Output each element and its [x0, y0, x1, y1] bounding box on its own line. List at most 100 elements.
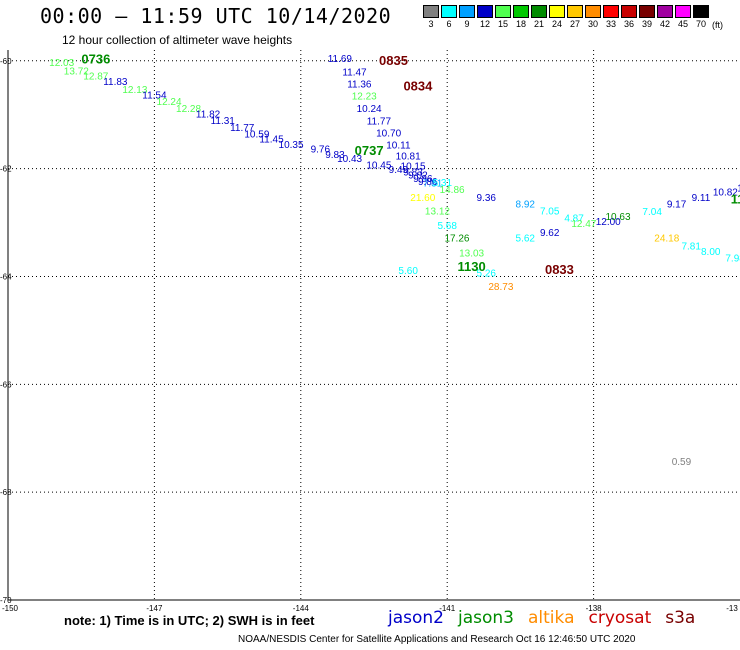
scale-bin: 21	[530, 5, 548, 30]
scale-label: 3	[428, 19, 434, 29]
wave-height-value: 10.81	[396, 151, 421, 162]
wave-height-value: 5.62	[516, 233, 536, 244]
wave-height-value: 13.03	[459, 249, 484, 260]
wave-height-value: 28.73	[488, 282, 513, 293]
scale-swatch	[459, 5, 475, 18]
wave-height-value: 7.04	[642, 207, 662, 218]
scale-swatch	[693, 5, 709, 18]
wave-height-value: 10.63	[605, 212, 630, 223]
satellite-altika: altika	[528, 608, 575, 628]
wave-height-value: 8.92	[516, 199, 536, 210]
wave-height-value: 12.87	[83, 72, 108, 83]
y-tick-label: -60	[0, 57, 12, 66]
wave-height-value: 10.10	[737, 183, 740, 194]
scale-bin: 42	[656, 5, 674, 30]
scale-label: 21	[533, 19, 544, 29]
scale-label: 12	[479, 19, 490, 29]
satellite-legend: jason2 jason3 altika cryosat s3a	[388, 608, 695, 628]
wave-height-value: 11.69	[328, 54, 353, 65]
wave-height-value: 4.87	[564, 213, 584, 224]
scale-swatch	[495, 5, 511, 18]
scale-bin: 33	[602, 5, 620, 30]
scale-swatch	[675, 5, 691, 18]
wave-height-value: 9.62	[540, 228, 560, 239]
x-tick-label: -138	[586, 604, 603, 613]
wave-height-value: 12.47	[571, 219, 596, 230]
wave-height-value: 12.13	[122, 85, 147, 96]
satellite-s3a: s3a	[665, 608, 696, 628]
wave-height-value: 11.36	[347, 80, 372, 91]
wave-height-value: 9.02	[408, 170, 428, 181]
wave-height-value: 13.12	[425, 206, 450, 217]
pass-time-label: 0835	[379, 53, 408, 68]
y-tick-label: -70	[0, 596, 12, 605]
x-tick-label: -13	[726, 604, 738, 613]
y-tick-label: -68	[0, 488, 12, 497]
pass-time-label: 1131	[731, 192, 740, 207]
wave-height-value: 11.47	[342, 67, 367, 78]
scale-label: 36	[623, 19, 634, 29]
wave-height-value: 0.59	[672, 457, 692, 468]
scale-swatch	[603, 5, 619, 18]
scale-label: 15	[497, 19, 508, 29]
scale-swatch	[513, 5, 529, 18]
x-tick-label: -141	[439, 604, 456, 613]
scale-bin: 45	[674, 5, 692, 30]
pass-time-label: 0834	[403, 78, 433, 93]
wave-height-value: 9.49	[389, 165, 409, 176]
wave-height-value: 7.81	[681, 242, 701, 253]
scale-swatch	[621, 5, 637, 18]
scale-bin: 30	[584, 5, 602, 30]
x-tick-label: -144	[293, 604, 310, 613]
satellite-jason3: jason3	[458, 608, 514, 628]
wave-height-value: 5.68	[437, 221, 457, 232]
scale-swatch	[585, 5, 601, 18]
wave-height-value: 7.98	[725, 253, 740, 264]
wave-height-value: 11.77	[367, 116, 392, 127]
scale-label: 70	[695, 19, 706, 29]
footnote: note: 1) Time is in UTC; 2) SWH is in fe…	[64, 613, 315, 628]
pass-time-label: 1130	[457, 259, 485, 274]
y-tick-label: -62	[0, 165, 12, 174]
credit-line: NOAA/NESDIS Center for Satellite Applica…	[238, 634, 636, 645]
scale-label: 24	[551, 19, 562, 29]
wave-height-value: 21.60	[410, 193, 435, 204]
wave-height-value: 9.76	[311, 144, 331, 155]
wave-height-value: 10.11	[386, 141, 411, 152]
wave-height-value: 11.77	[230, 123, 255, 134]
wave-height-value: 5.31	[433, 178, 453, 189]
wave-height-value: 12.23	[352, 92, 377, 103]
satellite-jason2: jason2	[388, 608, 444, 628]
x-tick-label: -150	[2, 604, 19, 613]
chart-title: 00:00 – 11:59 UTC 10/14/2020	[40, 4, 392, 28]
wave-height-value: 9.11	[692, 193, 711, 204]
satellite-cryosat: cryosat	[588, 608, 652, 628]
wave-height-value: 17.26	[444, 233, 469, 244]
y-tick-label: -66	[0, 380, 12, 389]
scale-swatch	[567, 5, 583, 18]
pass-time-label: 0736	[81, 51, 110, 66]
wave-height-value: 10.70	[376, 128, 401, 139]
wave-height-value: 10.15	[401, 162, 426, 173]
wave-height-value: 7.05	[540, 206, 560, 217]
scale-swatch	[441, 5, 457, 18]
scale-swatch	[477, 5, 493, 18]
scale-label: 6	[446, 19, 452, 29]
scale-label: 45	[677, 19, 688, 29]
scale-swatch	[549, 5, 565, 18]
wave-height-value: 9.83	[403, 168, 423, 179]
wave-height-value: 8.00	[701, 247, 721, 258]
wave-height-value: 5.60	[398, 266, 418, 277]
scale-label: 18	[515, 19, 526, 29]
wave-height-value: 11.45	[259, 135, 284, 146]
wave-height-value: 10.45	[366, 161, 391, 172]
wave-height-value: 12.28	[176, 104, 201, 115]
wave-height-value: 9.86	[418, 177, 438, 188]
scale-bin: 6	[440, 5, 458, 30]
wave-height-value: 12.00	[596, 217, 621, 228]
scale-label: 9	[464, 19, 470, 29]
scale-swatch	[531, 5, 547, 18]
wave-height-value: 9.36	[477, 193, 497, 204]
wave-height-value: 11.54	[142, 91, 167, 102]
